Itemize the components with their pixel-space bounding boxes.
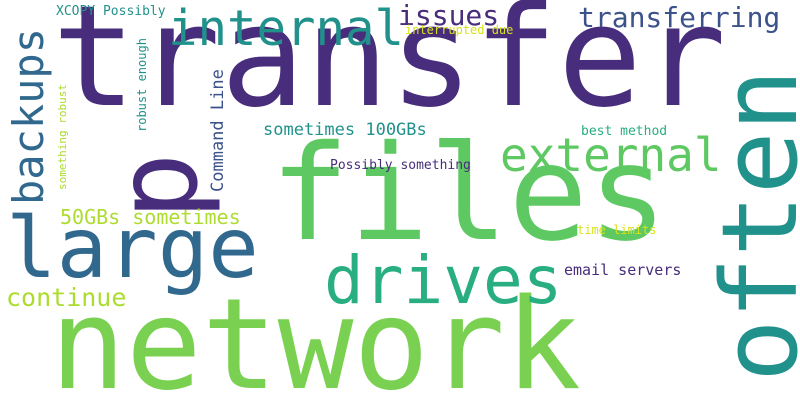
word-email-servers: email servers [564, 261, 682, 279]
word-interrupted-due: interrupted due [405, 23, 514, 37]
word-sometimes-100gbs: sometimes 100GBs [263, 120, 427, 140]
word-internal: internal [168, 0, 405, 57]
word-50gbs-sometimes: 50GBs sometimes [60, 205, 241, 229]
word-time-limits: time limits [577, 223, 657, 237]
word-best-method: best method [581, 124, 668, 139]
word-transfer: transfer [52, 0, 727, 139]
word-something-robust: something robust [56, 84, 69, 190]
word-continue: continue [6, 283, 127, 312]
word-transferring: transferring [578, 1, 781, 34]
word-large: large [6, 199, 259, 297]
word-external: external [500, 128, 722, 182]
word-often: often [699, 68, 800, 382]
word-xcopy-possibly: XCOPY Possibly [56, 4, 166, 19]
word-robust-enough: robust enough [135, 38, 149, 132]
word-possibly-something: Possibly something [330, 158, 471, 173]
word-network: network [50, 271, 582, 400]
word-issues: issues [398, 0, 500, 32]
word-command-line: Command Line [208, 69, 228, 192]
word-drives: drives [324, 242, 563, 319]
word-files: files [270, 117, 668, 271]
word-backups: backups [4, 27, 53, 205]
